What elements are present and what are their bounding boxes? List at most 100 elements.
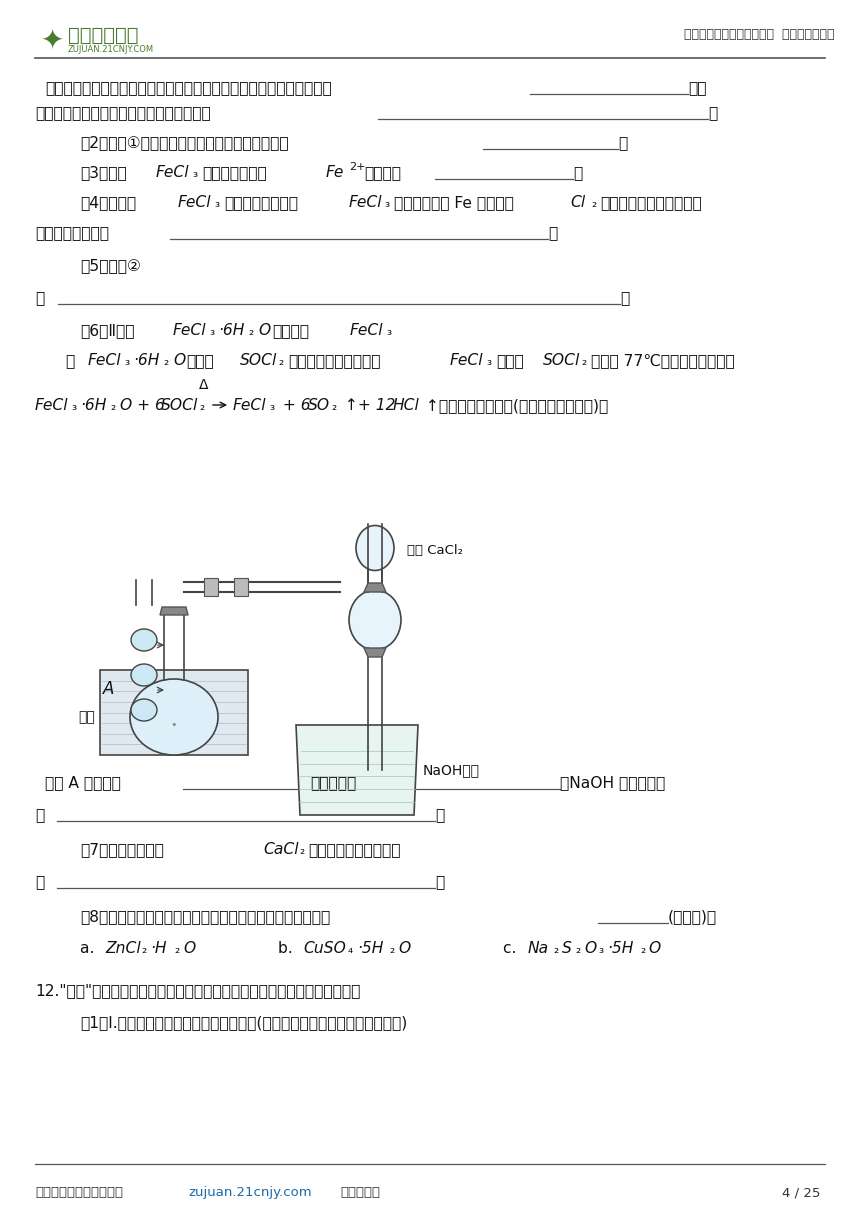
Text: 2+: 2+ <box>349 162 366 171</box>
Text: 是: 是 <box>35 807 44 822</box>
Text: ₃: ₃ <box>124 355 129 368</box>
Bar <box>100 670 248 755</box>
Text: ₂: ₂ <box>248 325 253 338</box>
Text: 制备无水: 制备无水 <box>272 323 309 338</box>
Text: 将: 将 <box>65 353 74 368</box>
Text: ₂: ₂ <box>299 844 304 857</box>
Text: O + 6: O + 6 <box>120 398 165 413</box>
Text: ₃: ₃ <box>384 197 389 210</box>
Text: 水浴: 水浴 <box>78 710 95 724</box>
Polygon shape <box>364 582 386 592</box>
Text: ₃: ₃ <box>269 400 274 413</box>
Text: b.: b. <box>278 941 303 956</box>
Text: ZnCl: ZnCl <box>105 941 141 956</box>
Text: O: O <box>258 323 270 338</box>
Text: ₂: ₂ <box>553 942 558 956</box>
Text: ₂: ₂ <box>163 355 169 368</box>
Text: ₃: ₃ <box>192 167 197 180</box>
Text: （3）检验: （3）检验 <box>80 165 126 180</box>
Text: ↑，装置如下图所示(夹持和加热装置略)。: ↑，装置如下图所示(夹持和加热装置略)。 <box>421 398 608 413</box>
Text: 应的离子方程式为: 应的离子方程式为 <box>35 225 109 240</box>
Text: 有少量铜的废铁屑比纯铁屑反应快，原因为: 有少量铜的废铁屑比纯铁屑反应快，原因为 <box>35 105 211 120</box>
Text: 溶液的浓度，向稀: 溶液的浓度，向稀 <box>224 195 298 210</box>
Text: （4）为增大: （4）为增大 <box>80 195 136 210</box>
Text: ₃: ₃ <box>486 355 491 368</box>
Text: FeCl: FeCl <box>450 353 483 368</box>
Text: CuSO: CuSO <box>303 941 346 956</box>
Text: c.: c. <box>503 941 526 956</box>
Text: 。: 。 <box>708 105 717 120</box>
Text: ₃: ₃ <box>209 325 214 338</box>
Text: ₃: ₃ <box>214 197 219 210</box>
Text: O: O <box>398 941 410 956</box>
Text: 。已知: 。已知 <box>496 353 524 368</box>
Text: FeCl: FeCl <box>88 353 121 368</box>
Polygon shape <box>296 725 418 815</box>
Text: ₂: ₂ <box>591 197 596 210</box>
Text: ₂: ₂ <box>278 355 283 368</box>
Text: Fe: Fe <box>326 165 344 180</box>
Text: ）自动生成: ）自动生成 <box>340 1186 380 1199</box>
Bar <box>234 578 248 596</box>
Text: 二一教育在线组卷平台（: 二一教育在线组卷平台（ <box>35 1186 123 1199</box>
Text: Cl: Cl <box>570 195 585 210</box>
Text: zujuan.21cnjy.com: zujuan.21cnjy.com <box>188 1186 311 1199</box>
Text: ·6H: ·6H <box>80 398 107 413</box>
Text: ₂: ₂ <box>389 942 394 956</box>
Text: ，其作用为: ，其作用为 <box>310 775 356 790</box>
Ellipse shape <box>131 699 157 721</box>
Polygon shape <box>160 607 188 615</box>
Text: CaCl: CaCl <box>263 841 298 857</box>
Text: （8）由下列结晶水合物制备无水盐，适宜使用上述方法的是: （8）由下列结晶水合物制备无水盐，适宜使用上述方法的是 <box>80 910 330 924</box>
Ellipse shape <box>130 679 218 755</box>
Text: A: A <box>103 680 114 698</box>
Text: ₂: ₂ <box>199 400 205 413</box>
Text: （2）操作①所必需的玻璃仪器中，除烧杯外还有: （2）操作①所必需的玻璃仪器中，除烧杯外还有 <box>80 135 289 150</box>
Text: SOCl: SOCl <box>543 353 580 368</box>
Text: 沸点为 77℃，反应方程式为：: 沸点为 77℃，反应方程式为： <box>591 353 734 368</box>
Text: SO: SO <box>308 398 330 413</box>
Text: ₃: ₃ <box>386 325 391 338</box>
Text: 。NaOH 溶液的作用: 。NaOH 溶液的作用 <box>560 775 666 790</box>
Ellipse shape <box>131 664 157 686</box>
Text: 不能换成碱石灰，原因: 不能换成碱石灰，原因 <box>308 841 401 857</box>
Text: O: O <box>648 941 660 956</box>
Text: 登录二一教育在线组卷平台  助您教考全无忧: 登录二一教育在线组卷平台 助您教考全无忧 <box>685 28 835 40</box>
Text: HCl: HCl <box>393 398 420 413</box>
Polygon shape <box>364 648 386 657</box>
Text: ₄: ₄ <box>348 942 353 956</box>
Text: ·H: ·H <box>150 941 167 956</box>
Text: FeCl: FeCl <box>233 398 267 413</box>
Text: O: O <box>183 941 195 956</box>
Text: FeCl: FeCl <box>350 323 384 338</box>
Text: 。: 。 <box>620 289 630 305</box>
Text: 。: 。 <box>548 225 557 240</box>
Text: FeCl: FeCl <box>178 195 212 210</box>
Text: (填序号)。: (填序号)。 <box>668 910 717 924</box>
Text: FeCl: FeCl <box>156 165 189 180</box>
Text: 仪器 A 的名称为: 仪器 A 的名称为 <box>45 775 121 790</box>
Text: S: S <box>562 941 572 956</box>
Text: 与液体: 与液体 <box>186 353 214 368</box>
Text: （7）干燥管中无水: （7）干燥管中无水 <box>80 841 164 857</box>
Ellipse shape <box>349 590 401 651</box>
Text: •: • <box>171 720 177 730</box>
Text: + 6: + 6 <box>278 398 310 413</box>
Text: FeCl: FeCl <box>35 398 69 413</box>
Text: 。: 。 <box>573 165 582 180</box>
Text: 。此过程中发生的主要反: 。此过程中发生的主要反 <box>600 195 702 210</box>
Text: O: O <box>584 941 596 956</box>
Text: a.: a. <box>80 941 104 956</box>
Text: 为: 为 <box>35 289 44 305</box>
Text: O: O <box>173 353 185 368</box>
Text: 将废铁屑分批加入稀盐酸中，至盐酸反应完全。判断反应完全的现象为: 将废铁屑分批加入稀盐酸中，至盐酸反应完全。判断反应完全的现象为 <box>45 80 332 95</box>
Text: ·6H: ·6H <box>133 353 159 368</box>
Text: 的试剂是: 的试剂是 <box>364 165 401 180</box>
Text: ·6H: ·6H <box>218 323 244 338</box>
Text: ₂: ₂ <box>581 355 587 368</box>
Text: FeCl: FeCl <box>349 195 383 210</box>
Text: ₂: ₂ <box>331 400 336 413</box>
Text: 混合并加热，制得无水: 混合并加热，制得无水 <box>288 353 380 368</box>
Text: 二一组卷平台: 二一组卷平台 <box>68 26 138 45</box>
Text: 。: 。 <box>618 135 627 150</box>
